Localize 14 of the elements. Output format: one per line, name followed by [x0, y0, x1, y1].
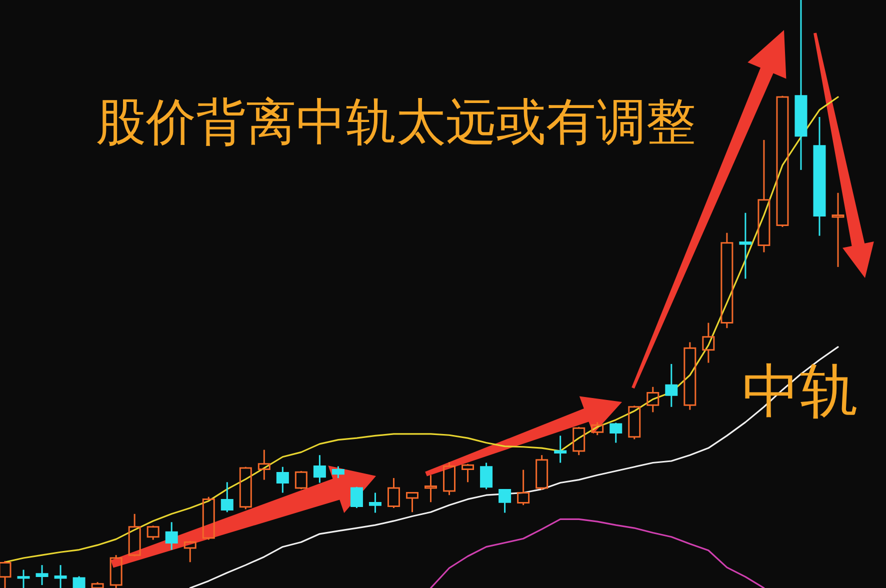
candlestick: [794, 0, 808, 171]
annotation: 股价背离中轨太远或有调整: [96, 93, 696, 151]
candlestick: [424, 474, 438, 503]
candlestick: [739, 212, 752, 280]
candlestick: [258, 449, 270, 481]
candlestick: [554, 434, 567, 464]
candlestick: [54, 564, 67, 588]
candlestick: [165, 521, 178, 551]
candlestick: [758, 139, 770, 253]
candlestick: [36, 564, 48, 586]
candlestick: [813, 116, 826, 237]
candlestick: [702, 322, 715, 364]
candlestick: [665, 363, 678, 408]
candlestick: [832, 192, 844, 268]
